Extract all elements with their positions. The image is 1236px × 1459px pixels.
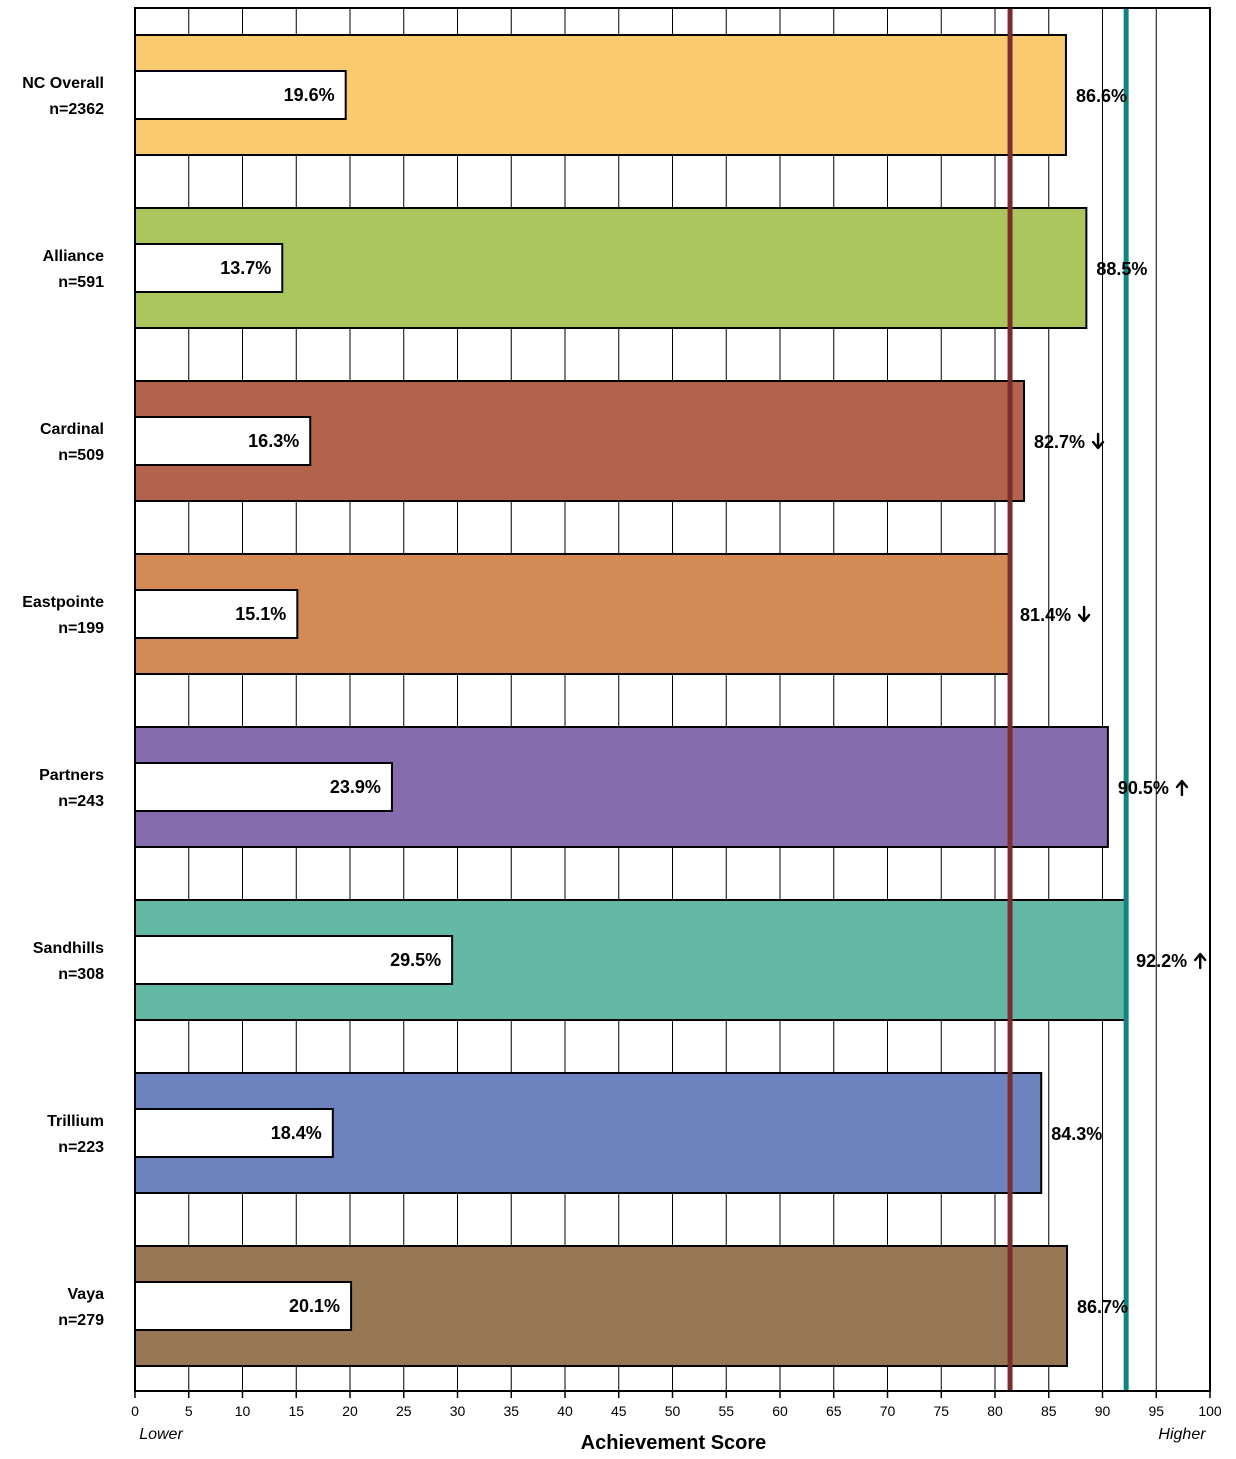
arrow-up-icon <box>1193 952 1207 970</box>
category-name-label: Sandhills <box>33 940 104 957</box>
x-axis: 0 5 10 15 20 25 30 35 40 45 50 55 60 65 70 75 80 85 90 95 10… <box>131 1391 1222 1419</box>
x-tick-label: 25 <box>396 1403 412 1419</box>
x-tick-label: 80 <box>987 1403 1003 1419</box>
x-tick-label: 35 <box>503 1403 519 1419</box>
x-axis-higher-label: Higher <box>1158 1426 1206 1443</box>
bar-inner-label: 16.3% <box>248 431 299 451</box>
bar-outer <box>134 1245 1069 1367</box>
bar-value-label: 84.3% <box>1051 1124 1102 1144</box>
x-tick-label: 50 <box>665 1403 681 1419</box>
bar-inner-label: 18.4% <box>271 1123 322 1143</box>
category-n-label: n=199 <box>58 620 104 637</box>
bar-value-label: 92.2% <box>1136 951 1187 971</box>
category-n-label: n=223 <box>58 1139 104 1156</box>
arrow-up-icon <box>1175 779 1189 797</box>
arrow-head <box>1193 952 1207 962</box>
category-n-label: n=509 <box>58 447 104 464</box>
x-tick-label: 55 <box>718 1403 734 1419</box>
x-tick-label: 75 <box>933 1403 949 1419</box>
bar-inner <box>134 416 312 466</box>
bar-value-label: 90.5% <box>1118 778 1169 798</box>
category-name-label: Eastpointe <box>22 594 104 611</box>
labels-layer: 19.6% 86.6% NC Overall n=2362 13.7% 88.5% Alli… <box>22 75 1207 1329</box>
x-tick-label: 30 <box>450 1403 466 1419</box>
bar-inner <box>134 70 347 120</box>
arrow-head <box>1091 440 1105 450</box>
bar-value-label: 86.6% <box>1076 86 1127 106</box>
x-tick-label: 100 <box>1198 1403 1222 1419</box>
bar-inner-label: 19.6% <box>284 85 335 105</box>
arrow-down-icon <box>1091 432 1105 450</box>
bar-value-label: 88.5% <box>1096 259 1147 279</box>
x-tick-label: 65 <box>826 1403 842 1419</box>
bar-inner-label: 20.1% <box>289 1296 340 1316</box>
category-name-label: Alliance <box>43 248 104 265</box>
x-tick-label: 15 <box>288 1403 304 1419</box>
bar-value-label: 86.7% <box>1077 1297 1128 1317</box>
x-tick-label: 10 <box>235 1403 251 1419</box>
category-n-label: n=279 <box>58 1312 104 1329</box>
bar-inner <box>134 243 284 293</box>
bar-value-label: 82.7% <box>1034 432 1085 452</box>
bar-inner-label: 29.5% <box>390 950 441 970</box>
x-tick-label: 60 <box>772 1403 788 1419</box>
reference-lines <box>1007 8 1129 1391</box>
x-tick-label: 20 <box>342 1403 358 1419</box>
bar-inner-label: 13.7% <box>220 258 271 278</box>
bar-inner <box>134 589 299 639</box>
bar-inner <box>134 935 454 985</box>
category-n-label: n=243 <box>58 793 104 810</box>
category-n-label: n=308 <box>58 966 104 983</box>
x-tick-label: 5 <box>185 1403 193 1419</box>
bar-value-label: 81.4% <box>1020 605 1071 625</box>
arrow-down-icon <box>1077 605 1091 623</box>
category-name-label: Vaya <box>68 1286 105 1303</box>
x-tick-label: 85 <box>1041 1403 1057 1419</box>
bar-inner <box>134 762 393 812</box>
category-name-label: Cardinal <box>40 421 104 438</box>
arrow-head <box>1175 779 1189 789</box>
category-n-label: n=2362 <box>49 101 104 118</box>
x-tick-label: 0 <box>131 1403 139 1419</box>
bar-inner-label: 23.9% <box>330 777 381 797</box>
bar-inner <box>134 1108 334 1158</box>
bar-inner <box>134 1281 353 1331</box>
x-tick-label: 70 <box>880 1403 896 1419</box>
x-tick-label: 40 <box>557 1403 573 1419</box>
arrow-head <box>1077 613 1091 623</box>
category-name-label: NC Overall <box>22 75 104 92</box>
category-n-label: n=591 <box>58 274 104 291</box>
category-name-label: Partners <box>39 767 104 784</box>
category-name-label: Trillium <box>47 1113 104 1130</box>
bar-outer <box>134 207 1088 329</box>
x-axis-lower-label: Lower <box>139 1426 183 1443</box>
x-axis-title: Achievement Score <box>581 1432 767 1454</box>
bar-inner-label: 15.1% <box>235 604 286 624</box>
x-tick-label: 95 <box>1148 1403 1164 1419</box>
x-tick-label: 45 <box>611 1403 627 1419</box>
x-tick-label: 90 <box>1095 1403 1111 1419</box>
bars-layer <box>134 34 1128 1367</box>
